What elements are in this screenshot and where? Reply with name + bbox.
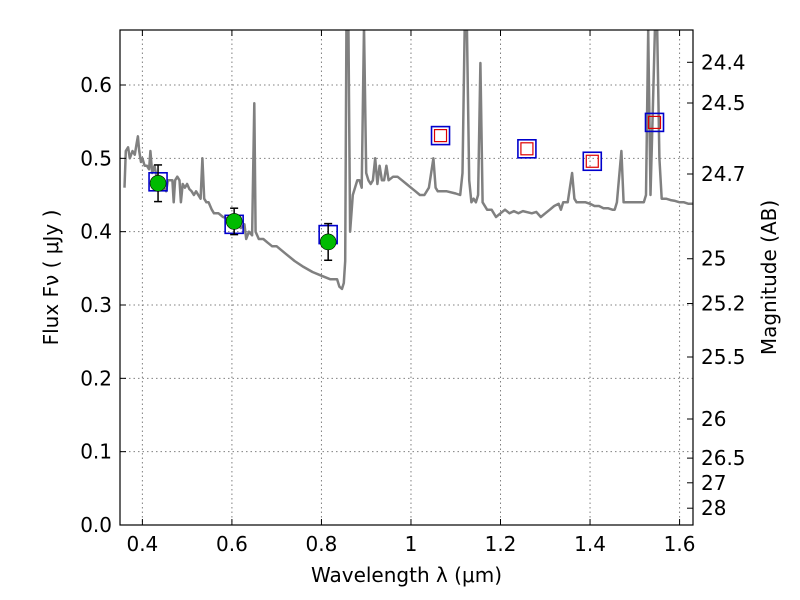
marker-layer	[148, 112, 665, 262]
plot-frame	[119, 29, 694, 526]
right-tick-label: 24.7	[701, 162, 746, 186]
right-tick-label: 26.5	[701, 446, 746, 470]
grid-lines	[120, 30, 693, 526]
model-box	[582, 151, 603, 172]
observed-point	[319, 233, 337, 251]
right-axis-label: Magnitude (AB)	[757, 200, 781, 355]
right-tick-label: 25.2	[701, 292, 746, 316]
y-tick-label: 0.4	[80, 220, 112, 244]
y-tick-label: 0.6	[80, 73, 112, 97]
model-box	[644, 112, 665, 133]
right-tick-label: 24.5	[701, 91, 746, 115]
model-box	[517, 139, 537, 159]
upper-limit-square	[647, 115, 662, 130]
y-tick-label: 0.0	[80, 513, 112, 537]
x-tick-label: 0.4	[126, 532, 158, 556]
x-tick-label: 0.6	[216, 532, 248, 556]
y-tick-label: 0.2	[80, 366, 112, 390]
observed-point	[225, 213, 243, 230]
right-tick-label: 24.4	[701, 50, 746, 74]
y-tick-label: 0.3	[80, 293, 112, 317]
x-tick-label: 1.4	[574, 532, 606, 556]
spectrum-line	[123, 30, 693, 291]
x-tick-label: 1.2	[485, 532, 517, 556]
y-axis-label: Flux Fν ( μJy )	[39, 210, 63, 346]
upper-limit-square	[585, 154, 599, 168]
x-tick-label: 1	[405, 532, 418, 556]
upper-limit-square	[433, 129, 448, 143]
right-tick-label: 27	[701, 471, 726, 495]
x-tick-label: 1.6	[664, 532, 696, 556]
tick-layer: 0.4 0.6 0.8 1 1.2 1.4 1.6 0.0 0.1 0.2 0.3 0.4 0.5 0.6…	[80, 30, 746, 556]
spectrum-layer	[123, 30, 693, 291]
x-axis-label: Wavelength λ (μm)	[311, 563, 502, 587]
right-tick-label: 25	[701, 247, 726, 271]
right-tick-label: 28	[701, 496, 726, 520]
observed-point	[149, 174, 167, 192]
model-box	[430, 125, 451, 146]
upper-limit-square	[520, 142, 534, 156]
right-tick-label: 26	[701, 407, 726, 431]
y-tick-label: 0.1	[80, 440, 112, 464]
y-tick-label: 0.5	[80, 146, 112, 170]
right-tick-label: 25.5	[701, 345, 746, 369]
x-tick-label: 0.8	[306, 532, 338, 556]
